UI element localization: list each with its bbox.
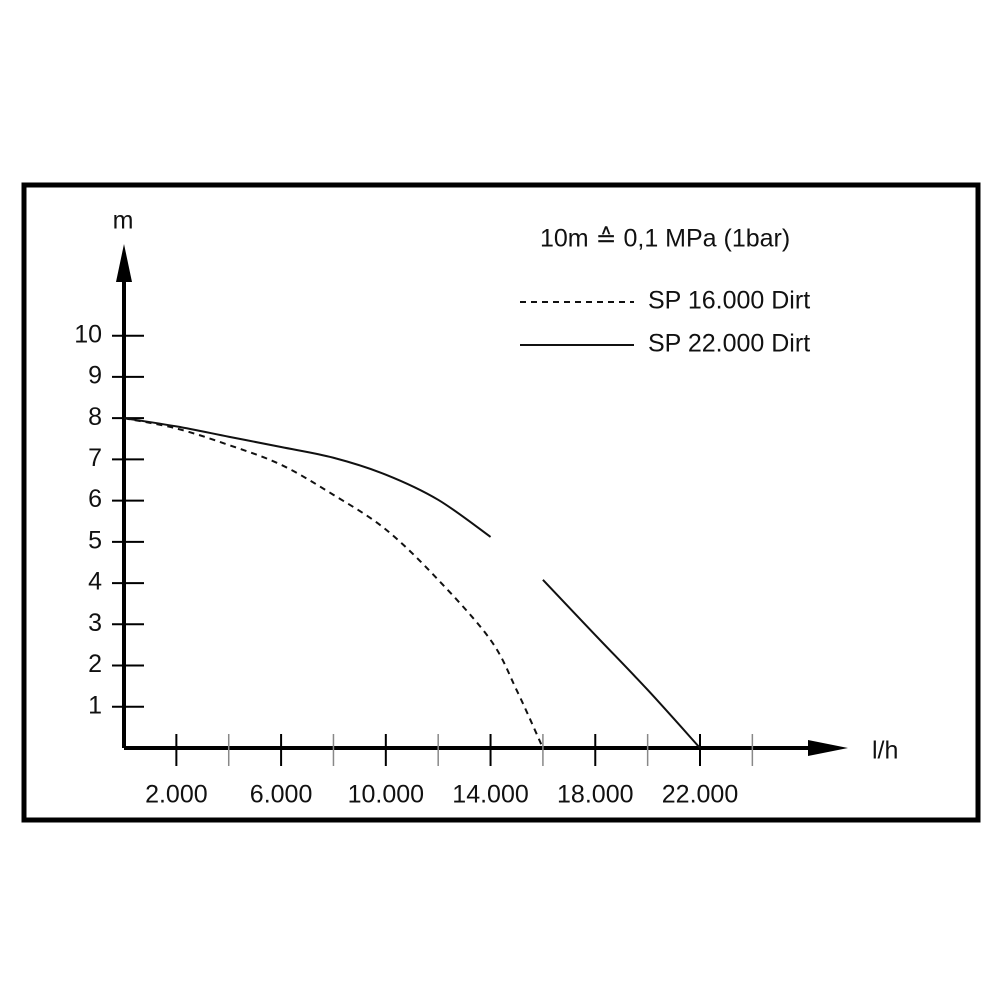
y-tick-label: 6 [88, 485, 102, 513]
series-line [123, 417, 701, 749]
x-tick-label: 18.000 [557, 781, 633, 809]
y-tick-label: 1 [88, 691, 102, 719]
y-arrow [116, 244, 132, 282]
y-tick-label: 4 [88, 568, 102, 596]
series-line [123, 417, 544, 749]
x-arrow [808, 740, 848, 756]
x-tick-label: 14.000 [452, 781, 528, 809]
y-tick-label: 3 [88, 609, 102, 637]
legend-label: SP 22.000 Dirt [648, 330, 810, 358]
x-axis-label: l/h [872, 737, 898, 765]
y-tick-label: 9 [88, 362, 102, 390]
x-tick-label: 10.000 [348, 781, 424, 809]
frame [21, 182, 981, 823]
x-tick-label: 22.000 [662, 781, 738, 809]
y-tick-label: 5 [88, 526, 102, 554]
y-tick-label: 8 [88, 403, 102, 431]
legend-label: SP 16.000 Dirt [648, 287, 810, 315]
annotation: 10m ≙ 0,1 MPa (1bar) [540, 225, 790, 253]
y-axis-label: m [113, 207, 134, 235]
y-tick-label: 2 [88, 650, 102, 678]
y-tick-label: 10 [74, 320, 102, 348]
x-tick-label: 2.000 [145, 781, 208, 809]
x-tick-label: 6.000 [250, 781, 313, 809]
y-tick-label: 7 [88, 444, 102, 472]
